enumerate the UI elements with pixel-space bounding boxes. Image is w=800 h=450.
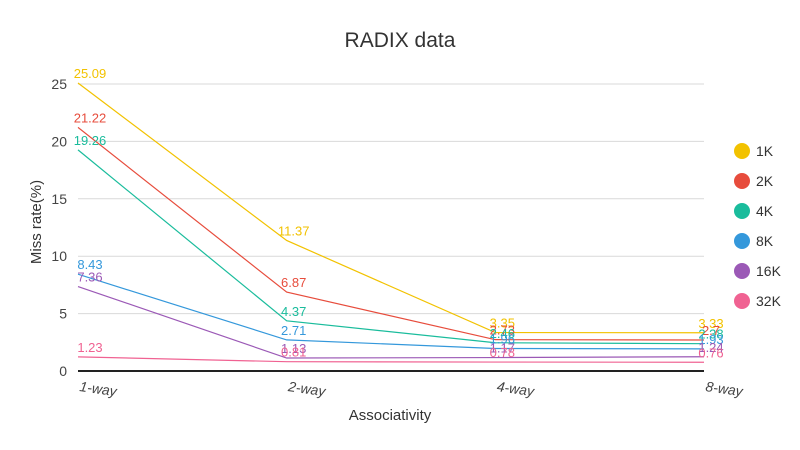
legend-marker — [734, 203, 750, 219]
y-tick-label: 25 — [51, 76, 67, 92]
y-tick-label: 10 — [51, 248, 67, 264]
y-tick-label: 0 — [59, 363, 67, 379]
grid-lines — [78, 83, 704, 372]
data-label: 4.37 — [281, 304, 306, 319]
data-label: 7.36 — [77, 270, 102, 285]
data-label: 19.26 — [74, 133, 107, 148]
data-label: 3.35 — [490, 316, 515, 331]
x-tick-label: 1-way — [79, 378, 119, 399]
x-tick-label: 4-way — [496, 378, 536, 399]
series-line-2k — [77, 126, 705, 341]
data-label: 1.96 — [490, 331, 515, 346]
legend-label: 2K — [756, 173, 774, 189]
data-label: 2.38 — [698, 327, 723, 342]
data-label: 0.81 — [281, 345, 306, 360]
legend-item-4k: 4K — [734, 203, 774, 219]
chart-title: RADIX data — [345, 29, 456, 52]
data-label: 1.13 — [281, 341, 306, 356]
x-tick-label: 2-way — [286, 378, 327, 399]
legend-marker — [734, 233, 750, 249]
y-tick-label: 5 — [59, 306, 67, 322]
series-line-16k — [77, 285, 705, 359]
legend-label: 32K — [756, 293, 782, 309]
series-lines — [77, 82, 705, 363]
legend-label: 16K — [756, 263, 782, 279]
legend-item-32k: 32K — [734, 293, 782, 309]
legend-label: 8K — [756, 233, 774, 249]
data-label: 0.78 — [490, 345, 515, 360]
x-tick-label: 8-way — [705, 378, 745, 399]
y-tick-label: 20 — [51, 133, 67, 149]
data-label: 1.23 — [77, 340, 102, 355]
x-axis-label: Associativity — [349, 407, 432, 424]
data-label: 2.46 — [490, 326, 515, 341]
legend-marker — [734, 173, 750, 189]
data-label: 2.73 — [490, 323, 515, 338]
data-label: 0.76 — [698, 345, 723, 360]
y-axis-label: Miss rate(%) — [28, 180, 45, 264]
legend-label: 4K — [756, 203, 774, 219]
data-label: 2.71 — [281, 323, 306, 338]
data-label: 21.22 — [74, 110, 107, 125]
legend-item-2k: 2K — [734, 173, 774, 189]
data-labels: 25.09 11.37 3.35 3.33 21.22 6.87 2.73 2.7 19.26 4… — [74, 66, 724, 360]
data-label: 11.37 — [278, 223, 310, 238]
series-line-1k — [77, 82, 705, 334]
data-label: 25.09 — [74, 66, 107, 81]
legend-label: 1K — [756, 143, 774, 159]
legend-marker — [734, 263, 750, 279]
x-tick-labels: 1-way 2-way 4-way 8-way — [79, 378, 745, 399]
data-label: 1.17 — [490, 341, 515, 356]
legend-item-16k: 16K — [734, 263, 782, 279]
data-label: 3.33 — [698, 316, 723, 331]
data-label: 2.7 — [702, 323, 720, 338]
legend-item-8k: 8K — [734, 233, 774, 249]
data-label: 1.24 — [698, 340, 723, 355]
data-label: 1.93 — [698, 332, 723, 347]
series-line-8k — [77, 273, 705, 350]
series-line-32k — [77, 356, 705, 363]
legend-item-1k: 1K — [734, 143, 774, 159]
legend: 1K 2K 4K 8K 16K 32K — [734, 143, 782, 309]
legend-marker — [734, 293, 750, 309]
y-tick-label: 15 — [51, 191, 67, 207]
legend-marker — [734, 143, 750, 159]
data-label: 6.87 — [281, 275, 306, 290]
y-tick-labels: 0 5 10 15 20 25 — [51, 76, 67, 379]
series-line-4k — [77, 149, 705, 345]
data-label: 8.43 — [77, 257, 102, 272]
